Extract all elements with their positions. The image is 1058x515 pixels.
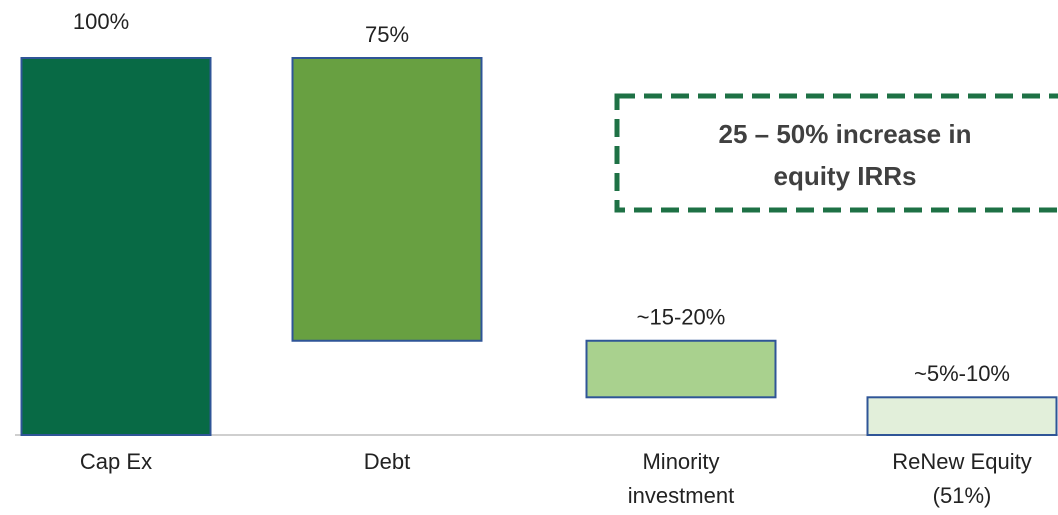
data-label: 100% [73,9,129,34]
data-label: ~15-20% [637,305,726,330]
annotation-line: 25 – 50% increase in [719,119,972,149]
x-tick-label: Debt [363,449,411,474]
bar [866,396,1058,436]
x-tick-label: Cap Ex [79,449,153,474]
annotation-line: equity IRRs [773,161,916,191]
x-tick-label: ReNew Equity (51%) [892,449,1032,508]
data-label: 75% [365,22,409,47]
data-label: ~5%-10% [914,361,1010,386]
annotation-box [614,93,1058,213]
bar [585,339,777,399]
x-tick-label: Minority investment [627,449,735,508]
bar [20,57,212,436]
bar [291,57,483,342]
